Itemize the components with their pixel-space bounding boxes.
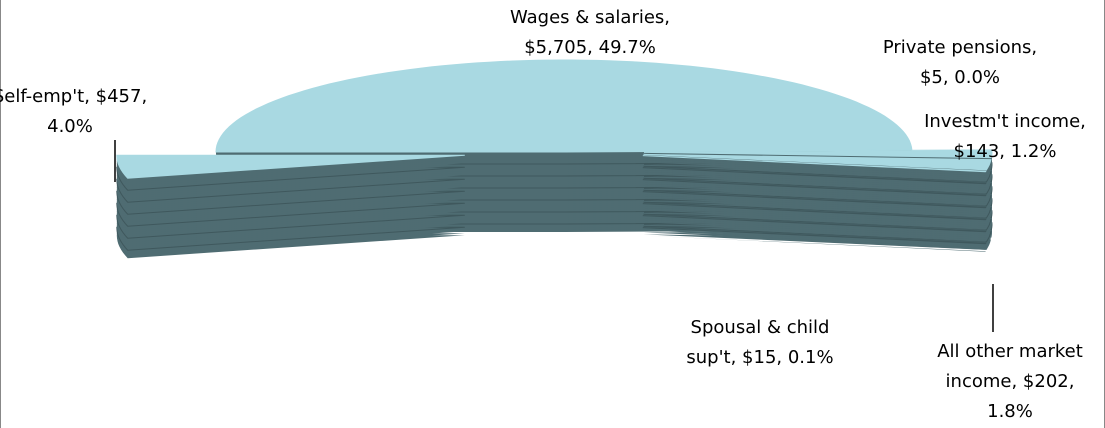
slice-side [642,231,986,248]
slices [116,59,993,259]
data-label: income, $202, [946,371,1075,392]
slice [642,155,987,252]
data-label: Investm't income, [924,111,1086,132]
slice-side [642,159,986,176]
slice-side [642,179,987,197]
slice-side [642,207,986,224]
slice-side [643,212,991,228]
slice [116,154,465,259]
slice-side [643,201,992,219]
slice-side [643,208,991,224]
slice-side [642,175,986,192]
slice-side [642,205,986,222]
slice-side [643,170,991,186]
data-label: Self-emp't, $457, [0,86,147,107]
slice-side [642,157,986,174]
slice-side [642,209,986,226]
slice-side [642,225,986,242]
slice-side [643,164,991,180]
slice-side [643,196,991,212]
slice-top [215,59,913,153]
slice-side [643,200,991,216]
slice-side [642,199,986,216]
slice-side [643,184,991,200]
slice-side [643,232,991,248]
slice-side [643,225,992,243]
slice-side [643,194,991,210]
slice-side [642,161,986,178]
slice-side [643,162,991,178]
slice-side [642,193,986,210]
slice-side [642,215,987,233]
data-label: $143, 1.2% [954,141,1057,162]
slice-side [642,217,986,234]
slice-side [642,233,986,250]
slice-side [643,222,991,238]
slice [643,153,992,250]
slice-side [642,211,986,228]
slice-side [643,234,991,250]
slice-side [642,169,986,186]
slice-side [642,163,986,180]
slice-side [642,213,986,230]
data-label: Wages & salaries, [510,7,670,28]
slice-side [642,187,986,204]
slice-side [643,160,991,176]
slice-side [643,176,991,192]
slice-side [642,185,986,202]
slice-side [642,183,986,200]
slice-side [643,186,991,202]
slice-side [642,189,986,206]
slice-side [642,167,987,185]
slice-side [642,203,987,221]
slice-side [643,206,991,222]
slice-side [643,174,991,190]
slice-top [643,150,993,159]
labels: Self-emp't, $457, 4.0% Wages & salaries, $5… [0,7,1086,422]
slice-side [643,189,992,207]
slice-side [642,201,986,218]
slice-side [643,210,991,226]
slice-side [643,220,991,236]
slice-side [643,224,991,240]
slice-side [642,173,986,190]
slice-side [643,165,992,183]
slice-side [642,195,986,212]
data-label: $5,705, 49.7% [524,37,656,58]
slice-top [643,153,992,171]
slice-side [642,171,986,188]
slice-side [643,198,991,214]
data-label: Private pensions, [883,37,1037,58]
slice-top [643,149,992,153]
slice-side [642,219,986,236]
slice-side [642,221,986,238]
slice-side [643,230,991,246]
slice-side [642,197,986,214]
slice-side [642,227,987,245]
data-label: 1.8% [987,401,1033,422]
data-label: All other market [937,341,1083,362]
data-label: $5, 0.0% [920,67,1000,88]
slice-side [643,177,992,195]
slice-side [642,165,986,182]
slice-side [643,172,991,188]
slice-side [642,223,986,240]
slice-side [642,229,986,246]
slice-side [643,182,991,198]
data-label: sup't, $15, 0.1% [686,347,833,368]
slice-top [116,154,465,179]
slice-side [643,218,991,234]
data-label: Spousal & child [691,317,830,338]
data-label: 4.0% [47,116,93,137]
slice-side [642,177,986,194]
slice-top [642,155,987,173]
slice-side [643,188,991,204]
slice-side [643,213,992,231]
slice-side [642,181,986,198]
slice-side [643,158,991,174]
slice-side [642,191,987,209]
slice-side [642,235,986,252]
